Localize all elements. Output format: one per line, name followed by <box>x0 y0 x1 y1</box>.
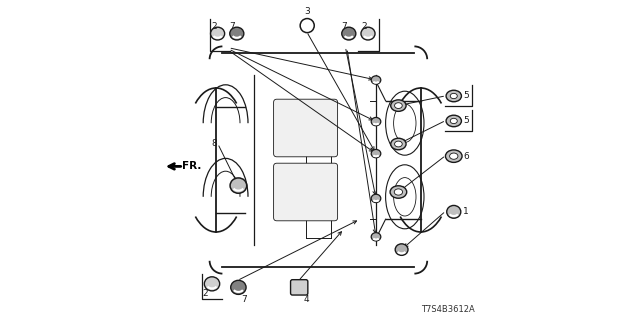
Ellipse shape <box>204 277 220 291</box>
Ellipse shape <box>371 194 381 203</box>
Ellipse shape <box>446 115 461 127</box>
Ellipse shape <box>390 186 407 198</box>
Ellipse shape <box>446 90 461 102</box>
Text: 4: 4 <box>303 295 309 304</box>
Text: 8: 8 <box>211 140 216 148</box>
Ellipse shape <box>449 153 458 159</box>
Ellipse shape <box>342 27 356 40</box>
Text: 7: 7 <box>341 22 346 31</box>
Ellipse shape <box>447 205 461 218</box>
Text: 5: 5 <box>463 116 469 125</box>
FancyBboxPatch shape <box>274 163 338 221</box>
Ellipse shape <box>361 27 375 40</box>
Ellipse shape <box>211 27 225 40</box>
Ellipse shape <box>445 150 462 163</box>
Text: 7: 7 <box>242 295 247 304</box>
Ellipse shape <box>231 280 246 294</box>
Text: 2: 2 <box>202 289 208 298</box>
Ellipse shape <box>371 76 381 84</box>
Text: 3: 3 <box>305 7 310 16</box>
FancyBboxPatch shape <box>291 280 308 295</box>
Ellipse shape <box>394 189 403 195</box>
Text: 1: 1 <box>463 207 469 216</box>
Ellipse shape <box>451 118 457 124</box>
Text: 7: 7 <box>229 22 234 31</box>
Ellipse shape <box>451 93 457 99</box>
Ellipse shape <box>371 233 381 241</box>
Text: T7S4B3612A: T7S4B3612A <box>422 305 475 314</box>
Text: 6: 6 <box>463 152 469 161</box>
Circle shape <box>300 19 314 33</box>
Ellipse shape <box>390 138 406 150</box>
Text: 2: 2 <box>361 22 367 31</box>
Ellipse shape <box>371 149 381 158</box>
Ellipse shape <box>390 100 406 111</box>
Text: 5: 5 <box>463 92 469 100</box>
Ellipse shape <box>396 244 408 255</box>
Text: 2: 2 <box>211 22 217 31</box>
Ellipse shape <box>394 103 402 108</box>
Ellipse shape <box>230 178 247 193</box>
FancyBboxPatch shape <box>274 99 338 157</box>
Ellipse shape <box>371 117 381 126</box>
Text: FR.: FR. <box>182 161 201 172</box>
Ellipse shape <box>394 141 402 147</box>
Ellipse shape <box>230 27 244 40</box>
